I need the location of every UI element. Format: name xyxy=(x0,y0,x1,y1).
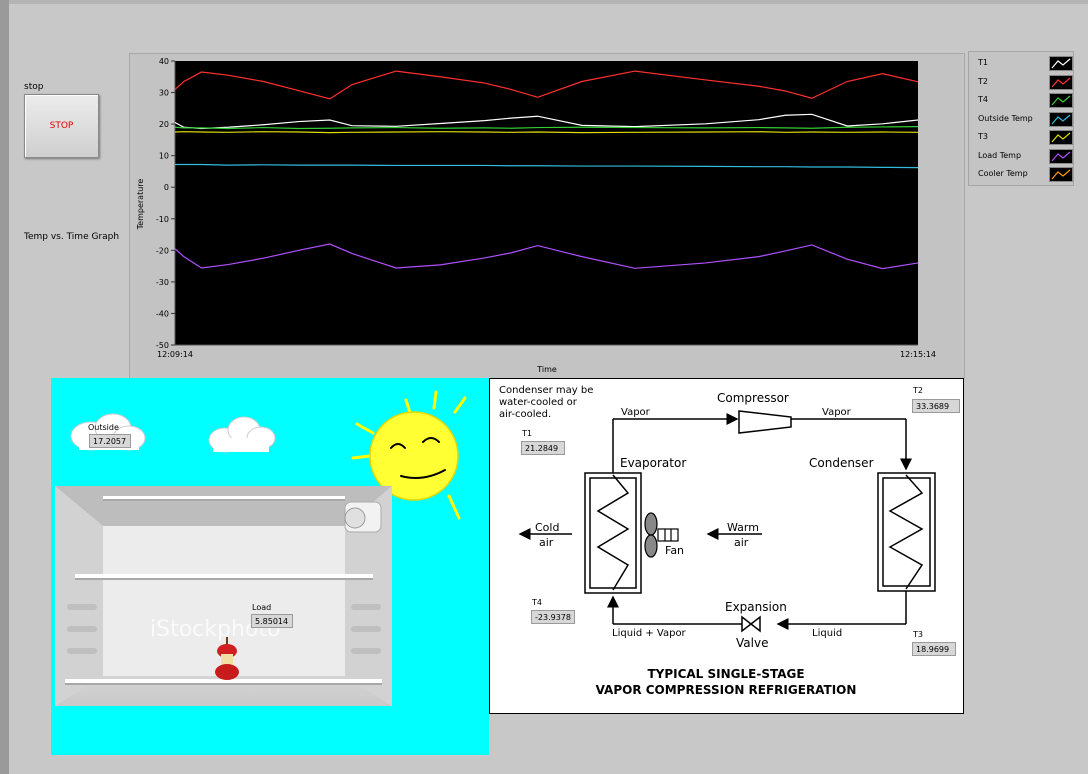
outside-temp-value: 17.2057 xyxy=(89,434,131,448)
warm-air-label: air xyxy=(734,536,749,549)
series-line-2 xyxy=(174,126,919,130)
liquid-vapor-label: Liquid + Vapor xyxy=(612,628,687,639)
legend-swatch-icon xyxy=(1049,56,1073,71)
series-line-0 xyxy=(174,113,919,130)
x-tick-label: 12:15:14 xyxy=(900,350,936,359)
legend-item-label: T4 xyxy=(978,95,988,104)
graph-label: Temp vs. Time Graph xyxy=(24,232,120,242)
temperature-chart-svg: 40 30 20 10 0 -10 -20 -30 -40 -50 12:09:14 12:15:1… xyxy=(136,57,936,374)
legend-item[interactable]: T4 xyxy=(973,92,1073,108)
legend-swatch-icon xyxy=(1049,74,1073,90)
y-tick-label: -30 xyxy=(156,278,169,287)
warm-label: Warm xyxy=(727,521,759,534)
load-temp-value: 5.85014 xyxy=(251,614,293,628)
y-tick-label: -20 xyxy=(156,246,169,255)
legend-swatch-icon xyxy=(1049,167,1073,182)
t3-label: T3 xyxy=(912,630,923,639)
y-tick-label: -40 xyxy=(156,309,169,318)
diagram-title-line-1: TYPICAL SINGLE-STAGE xyxy=(647,667,804,681)
window-top-edge xyxy=(0,0,1088,4)
series-line-5 xyxy=(174,243,919,270)
refrigeration-diagram-svg: Condenser may be water-cooled or air-coo… xyxy=(499,385,936,697)
legend-item-label: Load Temp xyxy=(978,150,1022,160)
temperature-graph[interactable]: 40 30 20 10 0 -10 -20 -30 -40 -50 12:09:14 12:15:1… xyxy=(129,53,965,379)
legend-swatch-icon xyxy=(1049,93,1073,108)
fan-icon xyxy=(644,512,679,558)
y-tick-label: 0 xyxy=(164,183,169,192)
plot-legend[interactable]: T1 T2 T4 Outside Temp T3 Load Temp Cooler Temp xyxy=(968,51,1074,186)
y-tick-label: -10 xyxy=(156,215,169,224)
vapor-label-right: Vapor xyxy=(822,407,852,418)
legend-item[interactable]: T2 xyxy=(973,74,1073,90)
t4-label: T4 xyxy=(531,598,542,607)
y-tick-label: 30 xyxy=(159,89,169,98)
fridge-interior-image: iStockphoto xyxy=(55,486,392,706)
outside-temp-label: Outside xyxy=(88,423,119,432)
y-tick-label: 10 xyxy=(159,152,169,161)
y-tick-label: 20 xyxy=(159,120,169,129)
y-tick-label: 40 xyxy=(159,57,169,66)
sun-icon xyxy=(351,390,467,520)
evaporator-label: Evaporator xyxy=(620,456,686,470)
legend-item-label: Cooler Temp xyxy=(978,169,1028,178)
apple-core-icon xyxy=(215,637,239,680)
x-axis-label: Time xyxy=(536,365,557,374)
cold-label: Cold xyxy=(535,521,559,534)
legend-item-label: T2 xyxy=(978,76,988,86)
t3-value: 18.9699 xyxy=(912,642,956,656)
y-tick-label: -50 xyxy=(156,341,169,350)
legend-item[interactable]: T3 xyxy=(973,129,1073,145)
refrigeration-diagram: Condenser may be water-cooled or air-coo… xyxy=(489,378,964,714)
legend-item-label: T1 xyxy=(978,58,988,67)
plot-area xyxy=(175,61,918,345)
note-line-3: air-cooled. xyxy=(499,409,551,420)
fridge-drawing: iStockphoto xyxy=(55,486,392,706)
series-line-4 xyxy=(174,131,919,134)
legend-swatch-icon xyxy=(1049,111,1073,127)
valve-label: Valve xyxy=(736,636,768,650)
cold-air-label: air xyxy=(539,536,554,549)
legend-swatch-icon xyxy=(1049,130,1073,145)
t2-value: 33.3689 xyxy=(912,399,960,413)
legend-item[interactable]: T1 xyxy=(973,55,1073,71)
y-axis-label: Temperature xyxy=(136,179,145,231)
t2-label: T2 xyxy=(912,386,923,395)
legend-item[interactable]: Outside Temp xyxy=(973,111,1073,127)
diagram-title-line-2: VAPOR COMPRESSION REFRIGERATION xyxy=(596,683,857,697)
t1-label: T1 xyxy=(521,429,532,438)
legend-item[interactable]: Cooler Temp xyxy=(973,166,1073,182)
stop-button[interactable]: STOP xyxy=(24,94,99,158)
legend-item-label: Outside Temp xyxy=(978,113,1033,123)
legend-swatch-icon xyxy=(1049,148,1073,164)
liquid-label: Liquid xyxy=(812,628,842,639)
t1-value: 21.2849 xyxy=(521,441,565,455)
note-line-1: Condenser may be xyxy=(499,385,593,396)
vapor-label-left: Vapor xyxy=(621,407,651,418)
legend-item[interactable]: Load Temp xyxy=(973,148,1073,164)
series-line-1 xyxy=(174,70,919,100)
cloud-icon xyxy=(208,416,276,453)
series-line-3 xyxy=(175,163,919,169)
note-line-2: water-cooled or xyxy=(499,397,578,408)
legend-item-label: T3 xyxy=(978,132,988,141)
load-temp-label: Load xyxy=(252,603,272,612)
window-left-edge xyxy=(0,0,9,774)
stop-label: stop xyxy=(24,82,44,92)
t4-value: -23.9378 xyxy=(531,610,575,624)
condenser-label: Condenser xyxy=(809,456,874,470)
expansion-label: Expansion xyxy=(725,600,787,614)
x-tick-label: 12:09:14 xyxy=(157,350,193,359)
fan-label: Fan xyxy=(665,544,684,557)
compressor-label: Compressor xyxy=(717,391,789,405)
